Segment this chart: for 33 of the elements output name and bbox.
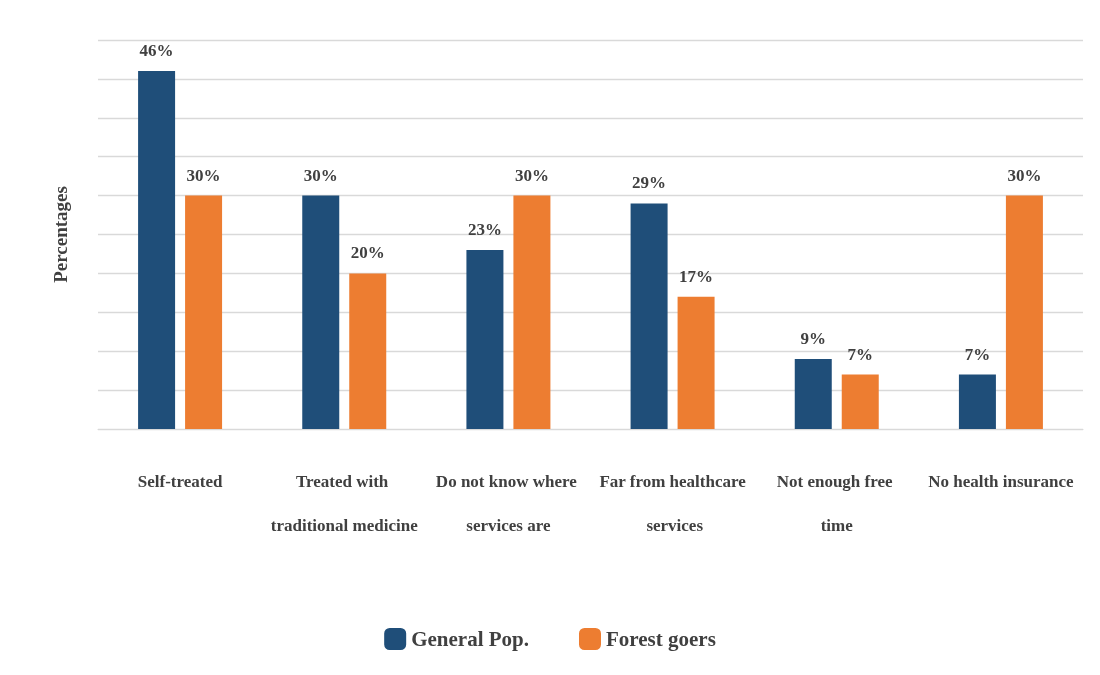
data-label: 29% [632,173,667,193]
bar [1005,195,1043,429]
bar [138,71,176,429]
data-label: 23% [467,220,502,240]
data-label: 30% [303,165,338,185]
category-label: Far from healthcare services [599,471,746,535]
legend-label: Forest goers [606,627,716,651]
data-label: 46% [139,41,174,61]
data-label: 17% [679,266,714,286]
bar [794,358,832,429]
category-label: Treated with traditional medicine [270,471,418,535]
bar [466,250,504,429]
category-label: Not enough free time [776,471,893,535]
bar [302,195,340,429]
x-tick-label: No health insurance [928,471,1075,491]
bar [185,195,223,429]
data-label: 30% [186,165,221,185]
bar [841,374,879,429]
bar [958,374,996,429]
data-label: 30% [1007,165,1042,185]
category-label: Do not know where services are [435,471,577,535]
data-label: 20% [350,243,385,263]
data-label: 30% [514,165,549,185]
y-axis-title: Percentages [50,186,71,283]
legend-label: General Pop. [411,627,530,651]
x-tick-label: Self-treated [137,471,223,491]
bar [349,273,387,429]
data-label: 7% [964,344,991,364]
data-label: 7% [847,344,873,364]
bar [513,195,551,429]
bar [677,296,715,429]
bar [630,203,668,429]
data-label: 9% [800,328,827,348]
